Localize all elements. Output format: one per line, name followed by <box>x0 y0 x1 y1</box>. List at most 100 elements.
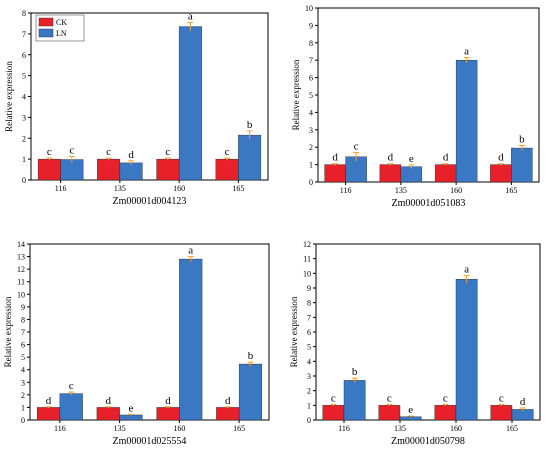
legend-swatch-ck <box>38 17 54 27</box>
x-tick-label: 135 <box>394 424 406 433</box>
significance-letter: d <box>106 395 112 407</box>
y-tick-label: 10 <box>17 290 25 299</box>
bar-ln <box>455 279 478 421</box>
y-tick-label: 8 <box>21 315 25 324</box>
y-tick-label: 8 <box>307 299 311 308</box>
bar-ck <box>37 158 61 181</box>
significance-letter: d <box>128 149 134 161</box>
y-tick-label: 1 <box>309 161 313 170</box>
significance-letter: c <box>387 393 392 405</box>
y-tick-label: 12 <box>303 240 311 249</box>
y-tick-label: 11 <box>303 255 311 264</box>
significance-letter: d <box>388 152 394 164</box>
y-tick-label: 1 <box>22 155 26 164</box>
bar-ck <box>490 405 513 421</box>
bar-ck <box>97 158 121 181</box>
y-tick-label: 0 <box>309 178 313 187</box>
x-tick-label: 135 <box>114 424 126 433</box>
y-tick-label: 7 <box>307 313 311 322</box>
bar-ck <box>156 158 180 181</box>
y-tick-label: 1 <box>307 401 311 410</box>
bar-ck <box>96 407 120 421</box>
y-tick-label: 10 <box>305 4 313 13</box>
y-tick-label: 4 <box>21 366 25 375</box>
x-tick-label: 160 <box>173 184 185 193</box>
y-axis-label: Relative expression <box>3 296 13 367</box>
x-axis-label: Zm00001d004123 <box>113 196 187 207</box>
y-tick-label: 5 <box>309 91 313 100</box>
legend-swatch-ln <box>38 28 54 38</box>
chart-panel: 0 1 2 3 4 5 6 7 8 Relative expression Zm00001d0041… <box>4 9 269 207</box>
bar-ck <box>434 405 457 421</box>
legend: CK LN <box>35 14 85 42</box>
y-tick-label: 4 <box>309 108 313 117</box>
significance-letter: a <box>188 245 193 257</box>
y-tick-label: 3 <box>21 378 25 387</box>
x-tick-label: 165 <box>233 424 245 433</box>
y-tick-label: 4 <box>22 93 26 102</box>
bar-ck <box>379 164 402 183</box>
y-tick-label: 0 <box>21 416 25 425</box>
y-tick-label: 9 <box>21 303 25 312</box>
bar-ck <box>324 164 346 183</box>
significance-letter: c <box>354 140 359 152</box>
y-tick-label: 13 <box>17 253 25 262</box>
x-axis-label: Zm00001d051083 <box>392 198 466 209</box>
significance-letter: c <box>331 393 336 405</box>
significance-letter: b <box>352 366 358 378</box>
y-axis-label: Relative expression <box>4 61 14 132</box>
significance-letter: c <box>69 380 74 392</box>
bar-ln <box>511 409 534 421</box>
significance-letter: b <box>248 350 254 362</box>
significance-letter: c <box>443 393 448 405</box>
legend-label-ln: LN <box>56 29 67 38</box>
significance-letter: b <box>519 133 525 145</box>
x-tick-label: 165 <box>505 186 517 195</box>
y-tick-label: 2 <box>309 143 313 152</box>
y-tick-label: 10 <box>303 269 311 278</box>
significance-letter: d <box>498 152 504 164</box>
significance-letter: d <box>332 152 338 164</box>
y-tick-label: 0 <box>22 176 26 185</box>
bar-ck <box>322 405 345 421</box>
bar-ln <box>119 414 143 421</box>
y-tick-label: 7 <box>22 30 26 39</box>
y-tick-label: 6 <box>21 341 25 350</box>
y-tick-label: 1 <box>21 403 25 412</box>
significance-letter: a <box>464 264 469 276</box>
significance-letter: d <box>520 396 526 408</box>
y-tick-label: 7 <box>309 56 313 65</box>
significance-letter: c <box>69 144 74 156</box>
bar-ln <box>119 162 143 181</box>
y-tick-label: 0 <box>307 416 311 425</box>
bar-ln <box>511 147 533 183</box>
y-tick-label: 5 <box>22 72 26 81</box>
chart-panel: 0 1 2 3 4 5 6 7 8 9 10 Relative expression Zm00001d0… <box>291 4 540 209</box>
y-tick-label: 11 <box>17 278 25 287</box>
significance-letter: d <box>443 152 449 164</box>
x-axis-label: Zm00001d025554 <box>113 436 187 447</box>
bar-ln <box>59 393 83 421</box>
bar-ck <box>36 407 61 421</box>
significance-letter: a <box>188 10 193 22</box>
plot-frame <box>317 7 540 183</box>
significance-letter: c <box>165 146 170 158</box>
y-tick-label: 4 <box>307 357 311 366</box>
x-tick-label: 116 <box>338 424 350 433</box>
bar-ck <box>216 407 240 421</box>
significance-letter: c <box>47 146 52 158</box>
x-tick-label: 135 <box>114 184 126 193</box>
y-tick-label: 3 <box>307 372 311 381</box>
bar-ln <box>179 258 203 421</box>
y-tick-label: 6 <box>307 328 311 337</box>
bar-ln <box>238 134 262 181</box>
significance-letter: d <box>225 395 231 407</box>
x-tick-label: 135 <box>395 186 407 195</box>
significance-letter: a <box>464 46 469 58</box>
significance-letter: d <box>165 395 171 407</box>
y-tick-label: 5 <box>307 343 311 352</box>
y-tick-label: 7 <box>21 328 25 337</box>
significance-letter: c <box>225 146 230 158</box>
